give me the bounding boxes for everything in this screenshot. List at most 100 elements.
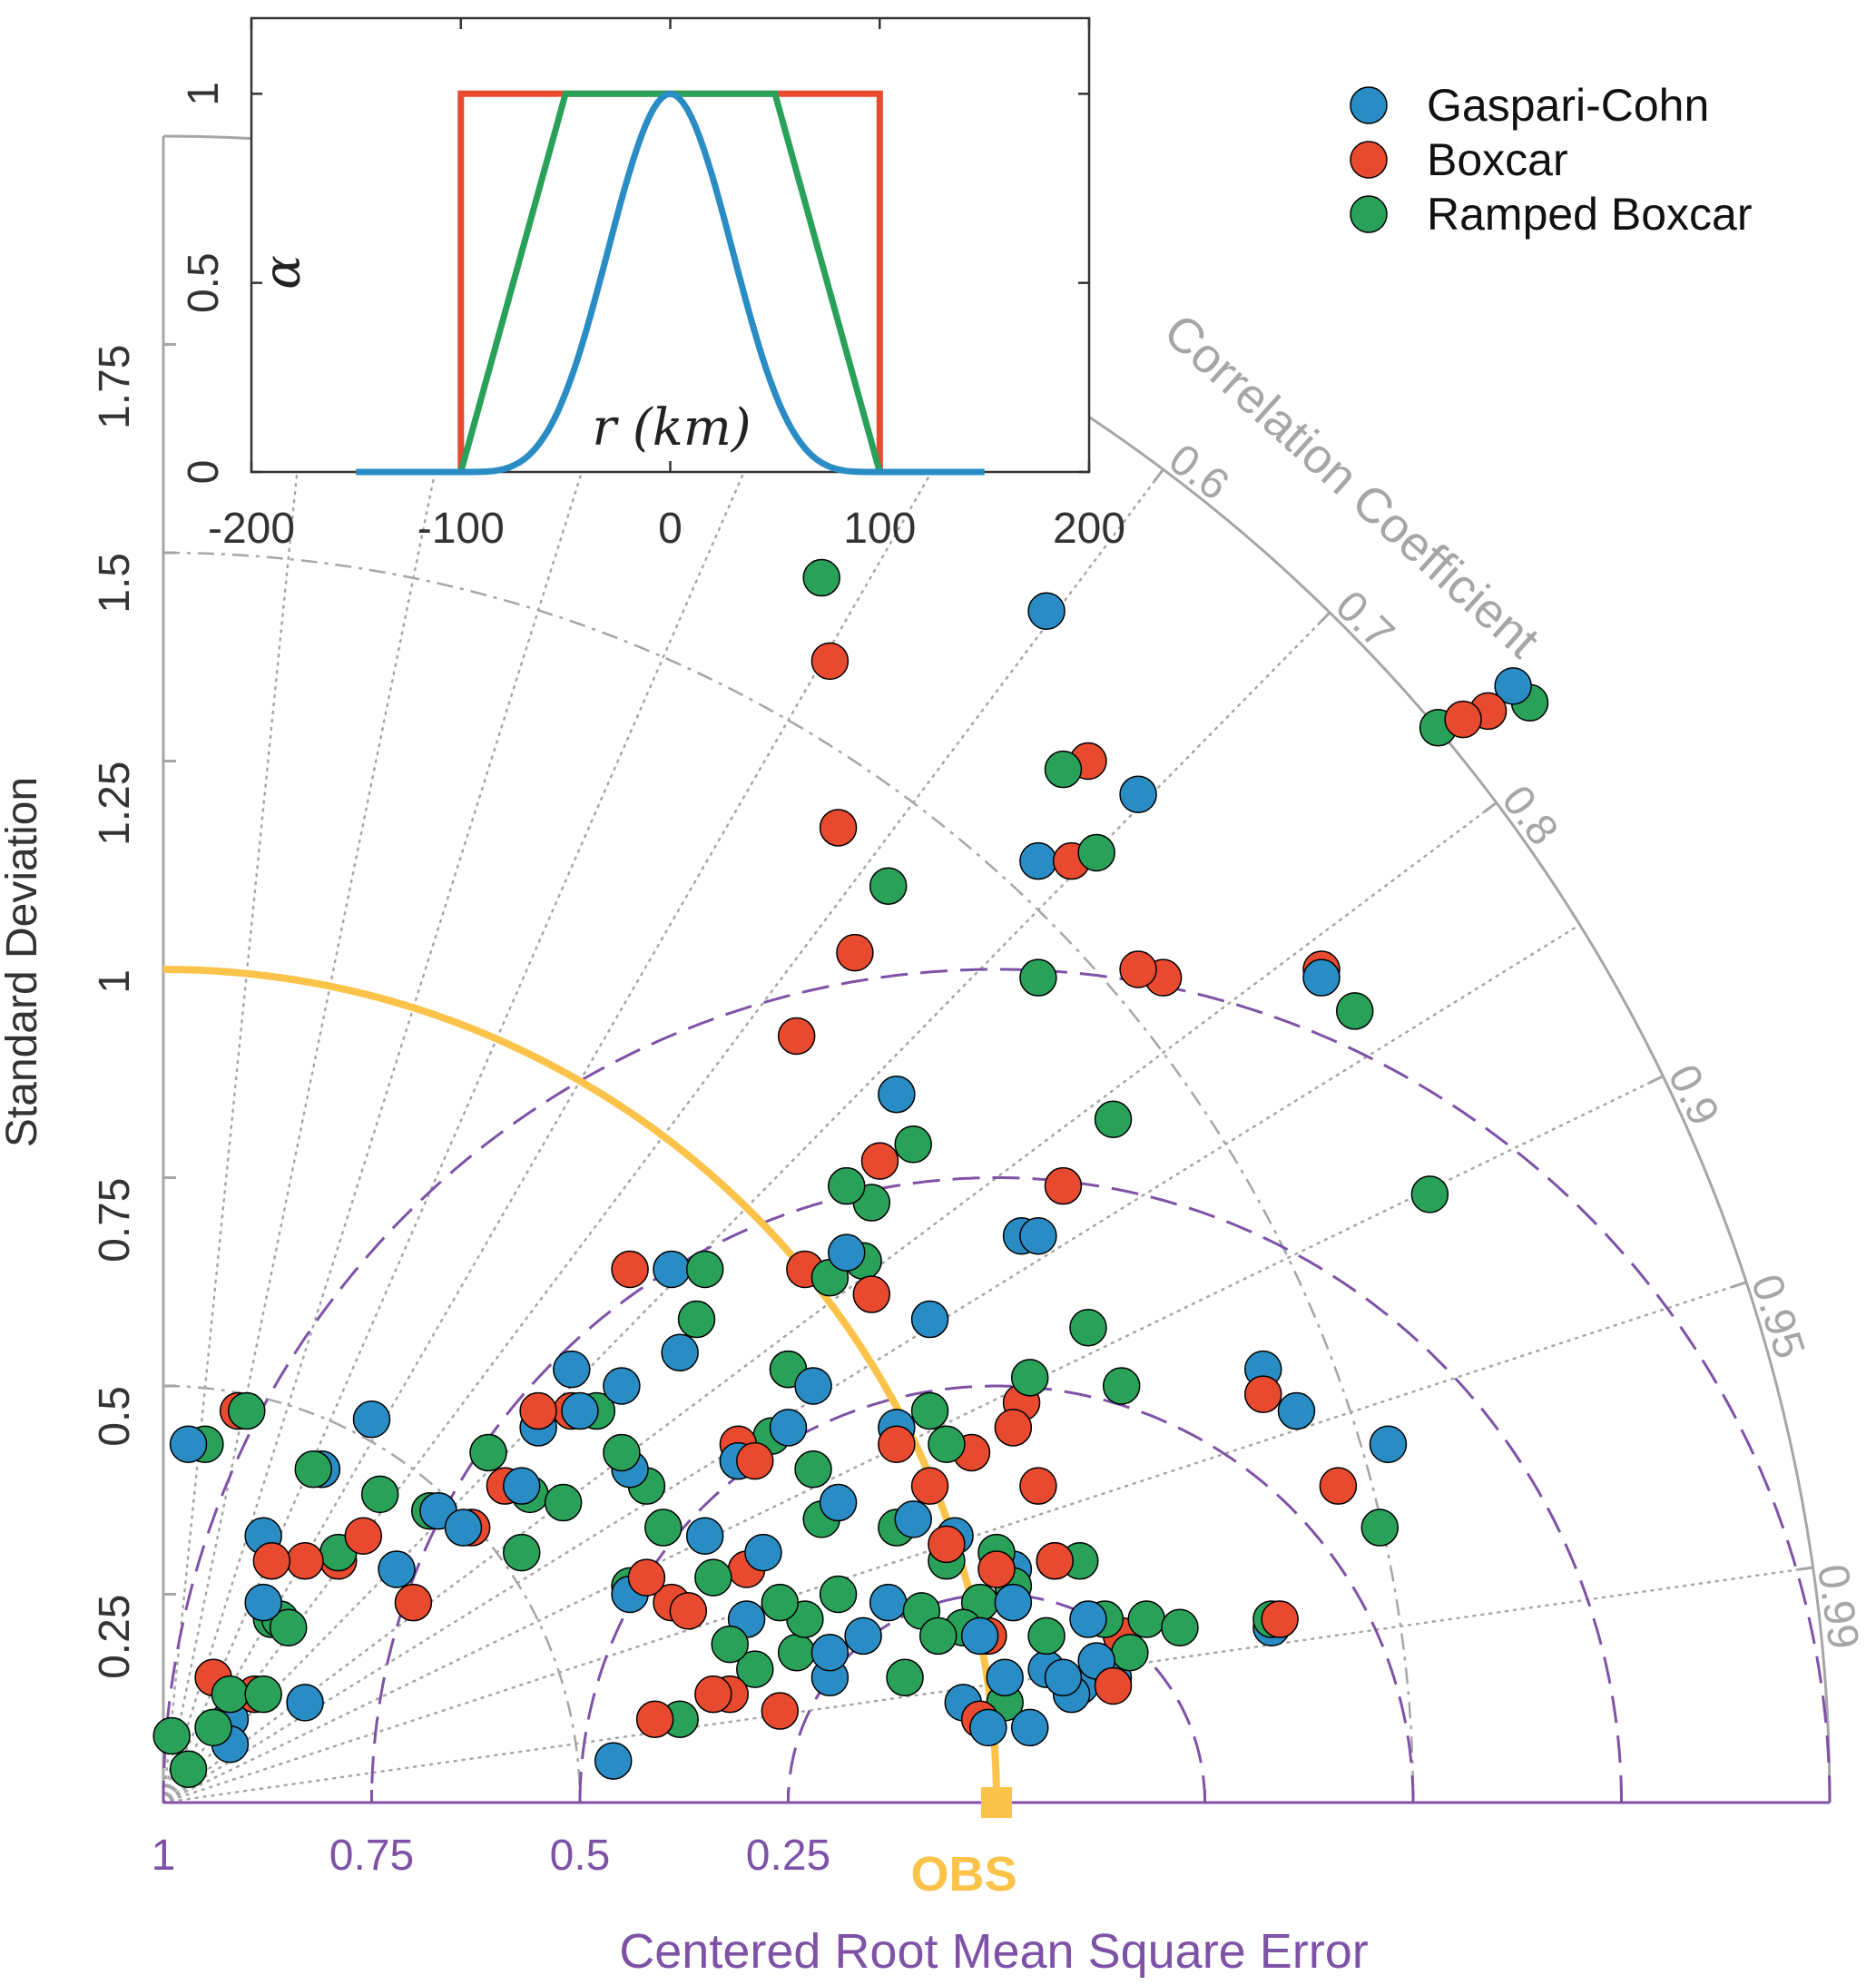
data-point-ramped-boxcar <box>1010 1359 1049 1397</box>
data-point-ramped-boxcar <box>269 1608 308 1646</box>
data-point-ramped-boxcar <box>1127 1600 1165 1638</box>
data-point-ramped-boxcar <box>794 1450 832 1489</box>
data-point-boxcar <box>1119 950 1157 988</box>
data-point-ramped-boxcar <box>685 1250 724 1289</box>
data-point-ramped-boxcar <box>603 1433 641 1472</box>
correlation-tick-label: 0.7 <box>1326 582 1403 659</box>
inset-line-gaspari-cohn <box>356 90 985 476</box>
data-point-gaspari-cohn <box>561 1391 599 1430</box>
y-tick-label: 1.25 <box>91 762 139 846</box>
obs-marker <box>981 1787 1012 1818</box>
data-point-gaspari-cohn <box>444 1508 483 1547</box>
data-point-boxcar <box>1036 1542 1075 1580</box>
data-point-ramped-boxcar <box>244 1675 282 1714</box>
data-point-gaspari-cohn <box>744 1533 782 1572</box>
data-point-ramped-boxcar <box>1019 958 1057 997</box>
data-point-boxcar <box>627 1558 666 1597</box>
data-point-gaspari-cohn <box>910 1300 949 1339</box>
data-point-ramped-boxcar <box>1077 833 1115 872</box>
data-point-ramped-boxcar <box>1111 1634 1149 1672</box>
data-point-gaspari-cohn <box>894 1500 932 1538</box>
y-tick-label: 0.5 <box>91 1386 139 1447</box>
data-point-ramped-boxcar <box>711 1625 749 1664</box>
data-point-boxcar <box>910 1467 949 1505</box>
data-point-boxcar <box>669 1592 708 1630</box>
correlation-tick-mark <box>1318 611 1331 624</box>
inset-x-tick-label: 0 <box>658 505 683 553</box>
data-point-ramped-boxcar <box>644 1508 683 1547</box>
localization-inset: -200 -100 0 100 200 0 0.5 1 r (km) α <box>180 16 1125 553</box>
data-point-ramped-boxcar <box>294 1450 332 1489</box>
data-point-ramped-boxcar <box>211 1675 250 1714</box>
data-point-boxcar <box>928 1525 966 1564</box>
inset-x-tick-label: -100 <box>417 505 505 553</box>
data-point-gaspari-cohn <box>1010 1708 1049 1747</box>
data-point-gaspari-cohn <box>653 1250 691 1289</box>
data-point-boxcar <box>777 1017 816 1056</box>
data-point-boxcar <box>977 1550 1016 1588</box>
inset-x-tick-label: 100 <box>843 505 916 553</box>
data-point-boxcar <box>694 1675 732 1714</box>
data-point-ramped-boxcar <box>194 1708 232 1747</box>
data-point-gaspari-cohn <box>661 1333 699 1372</box>
data-point-ramped-boxcar <box>910 1391 949 1430</box>
inset-x-tick-label: -200 <box>208 505 295 553</box>
y-tick-label: 1 <box>91 969 139 994</box>
data-point-gaspari-cohn <box>1027 592 1066 631</box>
data-point-gaspari-cohn <box>1119 775 1157 813</box>
inset-y-axis-title: α <box>253 255 312 290</box>
correlation-tick-label: 0.8 <box>1492 777 1567 854</box>
correlation-tick-mark <box>1732 1281 1747 1289</box>
data-points <box>152 558 1549 1789</box>
data-point-gaspari-cohn <box>994 1583 1033 1622</box>
x-axis-title: Centered Root Mean Square Error <box>619 1924 1368 1979</box>
data-point-boxcar <box>286 1542 324 1580</box>
data-point-ramped-boxcar <box>1069 1308 1107 1347</box>
data-point-ramped-boxcar <box>894 1125 932 1164</box>
data-point-gaspari-cohn <box>828 1233 866 1272</box>
correlation-tick-label: 0.9 <box>1658 1057 1728 1133</box>
data-point-gaspari-cohn <box>1019 1217 1057 1255</box>
inset-x-tick-label: 200 <box>1053 505 1125 553</box>
data-point-ramped-boxcar <box>761 1583 800 1622</box>
data-point-ramped-boxcar <box>802 558 840 597</box>
data-point-gaspari-cohn <box>794 1367 832 1405</box>
data-point-boxcar <box>860 1142 899 1180</box>
data-point-boxcar <box>1244 1375 1282 1413</box>
correlation-tick-label: 0.6 <box>1160 435 1237 509</box>
rmse-circle <box>370 1176 1623 1803</box>
inset-y-tick-label: 0 <box>180 460 228 485</box>
rmse-tick-label: 1 <box>152 1832 176 1880</box>
data-point-ramped-boxcar <box>152 1716 191 1755</box>
data-point-gaspari-cohn <box>244 1583 282 1622</box>
data-point-gaspari-cohn <box>594 1742 633 1780</box>
data-point-ramped-boxcar <box>928 1425 966 1464</box>
data-point-ramped-boxcar <box>828 1166 866 1205</box>
data-point-boxcar <box>1019 1467 1057 1505</box>
rmse-tick-label: 0.5 <box>550 1832 611 1880</box>
data-point-gaspari-cohn <box>553 1350 591 1389</box>
data-point-gaspari-cohn <box>1277 1391 1316 1430</box>
data-point-boxcar <box>1094 1666 1133 1705</box>
data-point-boxcar <box>994 1409 1033 1447</box>
data-point-gaspari-cohn <box>1069 1600 1107 1638</box>
legend-marker-ramped-boxcar <box>1350 195 1388 233</box>
data-point-gaspari-cohn <box>378 1550 416 1588</box>
data-point-gaspari-cohn <box>169 1425 208 1464</box>
data-point-boxcar <box>252 1542 291 1580</box>
data-point-gaspari-cohn <box>810 1634 850 1672</box>
data-point-gaspari-cohn <box>844 1616 882 1656</box>
data-point-ramped-boxcar <box>819 1575 858 1614</box>
data-point-boxcar <box>819 809 858 847</box>
y-tick-label: 0.25 <box>91 1595 139 1679</box>
data-point-gaspari-cohn <box>986 1658 1024 1697</box>
data-point-gaspari-cohn <box>878 1075 916 1114</box>
data-point-ramped-boxcar <box>677 1300 716 1339</box>
data-point-boxcar <box>810 642 850 681</box>
data-point-boxcar <box>736 1441 774 1480</box>
data-point-gaspari-cohn <box>819 1483 858 1522</box>
data-point-boxcar <box>761 1692 800 1730</box>
data-point-ramped-boxcar <box>1102 1367 1141 1405</box>
y-tick-label: 1.5 <box>91 553 139 614</box>
